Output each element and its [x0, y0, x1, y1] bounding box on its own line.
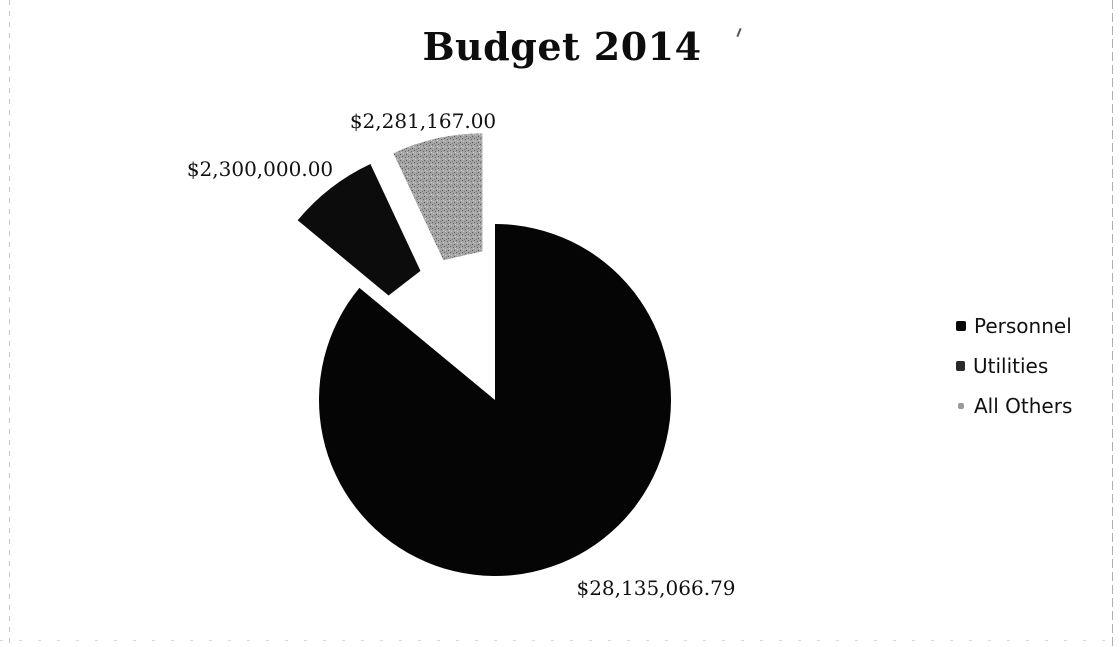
- scan-edge-left: [9, 0, 10, 647]
- pie-slices: [297, 133, 671, 576]
- legend-item-personnel: Personnel: [956, 306, 1106, 346]
- legend-item-all-others: All Others: [956, 386, 1106, 426]
- pie-data-labels: $28,135,066.79 $2,300,000.00 $2,281,167.00: [187, 109, 736, 600]
- data-label-all-others: $2,281,167.00: [350, 109, 496, 133]
- data-label-utilities: $2,300,000.00: [187, 157, 333, 181]
- pie-slice-utilities: [297, 163, 421, 296]
- chart-title: Budget 2014: [422, 24, 702, 69]
- legend-item-utilities: Utilities: [956, 346, 1106, 386]
- data-label-personnel: $28,135,066.79: [576, 576, 735, 600]
- legend-label-all-others: All Others: [974, 394, 1073, 418]
- legend: Personnel Utilities All Others: [956, 306, 1106, 426]
- pie-slice-personnel: [319, 224, 671, 576]
- pie-slice-all-others: [393, 133, 483, 261]
- legend-label-utilities: Utilities: [973, 354, 1049, 378]
- legend-swatch-all-others: [958, 403, 964, 409]
- legend-label-personnel: Personnel: [974, 314, 1072, 338]
- legend-swatch-personnel: [956, 321, 966, 331]
- scan-edge-right: [1112, 0, 1113, 647]
- legend-swatch-utilities: [956, 361, 965, 371]
- scan-edge-bottom: [0, 640, 1120, 641]
